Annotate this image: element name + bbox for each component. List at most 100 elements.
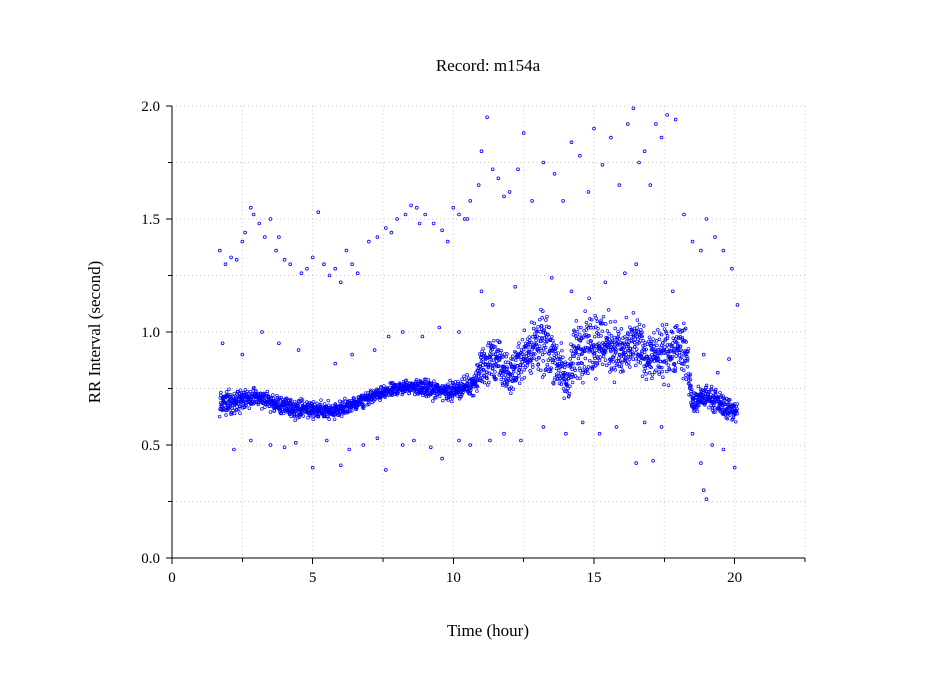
data-point — [539, 348, 543, 353]
outlier-point — [412, 438, 416, 443]
data-point — [662, 382, 666, 387]
x-axis-label: Time (hour) — [447, 621, 529, 640]
data-point — [306, 415, 310, 420]
outlier-point — [637, 160, 641, 165]
data-point — [697, 403, 701, 408]
outlier-point — [296, 348, 301, 352]
data-point — [679, 355, 684, 359]
data-point — [643, 366, 648, 371]
data-point — [539, 368, 543, 373]
data-point — [509, 385, 514, 390]
data-point — [537, 356, 541, 360]
data-point — [520, 337, 525, 342]
data-point — [666, 383, 671, 387]
data-point — [595, 319, 600, 324]
outlier-point — [451, 205, 456, 210]
outlier-point — [361, 443, 366, 447]
outlier-point — [457, 212, 461, 217]
data-point — [300, 398, 305, 402]
outlier-point — [277, 341, 281, 346]
data-point — [455, 394, 459, 398]
data-point — [599, 318, 603, 323]
data-point — [493, 370, 497, 374]
data-point — [448, 378, 452, 383]
data-point — [228, 393, 233, 397]
data-point — [558, 376, 562, 380]
outlier-point — [403, 212, 408, 217]
data-point — [735, 411, 740, 416]
data-point — [500, 383, 505, 387]
data-point — [587, 296, 591, 300]
data-point — [486, 364, 491, 369]
data-point — [671, 341, 675, 345]
outlier-point — [333, 266, 338, 271]
data-point — [659, 332, 664, 337]
data-point — [509, 391, 513, 395]
data-point — [435, 392, 439, 397]
data-point — [592, 360, 597, 365]
data-point — [559, 341, 564, 345]
outlier-point — [609, 135, 613, 140]
data-point — [735, 407, 739, 411]
data-point — [502, 352, 507, 356]
data-point — [658, 359, 663, 364]
data-point — [719, 394, 724, 398]
y-tick-label: 0.0 — [141, 551, 160, 567]
data-point — [686, 346, 691, 351]
data-point — [569, 361, 574, 365]
data-point — [608, 320, 613, 324]
data-point — [501, 355, 505, 359]
data-point — [606, 308, 611, 312]
data-point — [491, 358, 495, 362]
data-point — [581, 381, 585, 385]
outlier-point — [659, 135, 664, 140]
data-point — [653, 351, 658, 356]
data-point — [550, 358, 554, 362]
data-point — [424, 394, 429, 399]
data-point — [635, 326, 639, 330]
data-point — [545, 314, 549, 319]
data-point — [519, 370, 524, 374]
data-point — [479, 356, 483, 360]
data-point — [275, 396, 280, 400]
data-point — [664, 322, 669, 327]
data-point — [620, 360, 624, 365]
data-point — [605, 329, 610, 333]
data-point — [583, 356, 588, 361]
outlier-point — [423, 212, 428, 217]
data-point — [624, 315, 629, 320]
outlier-point — [701, 352, 706, 357]
data-point — [614, 347, 618, 351]
data-point — [663, 351, 668, 355]
data-point — [520, 377, 524, 382]
data-point — [637, 353, 641, 357]
outlier-point — [299, 271, 304, 276]
data-point — [495, 364, 499, 369]
data-point — [670, 330, 675, 335]
data-point — [549, 366, 554, 370]
data-point — [256, 402, 261, 407]
data-point — [670, 344, 675, 349]
data-point — [574, 350, 579, 354]
data-point — [660, 323, 665, 327]
data-point — [725, 416, 730, 421]
data-point — [603, 350, 608, 354]
data-point — [716, 395, 721, 399]
data-point — [534, 342, 539, 346]
data-point — [670, 357, 674, 361]
data-point — [475, 389, 479, 393]
data-point — [625, 336, 629, 341]
outlier-point — [732, 465, 737, 470]
data-point — [566, 395, 571, 399]
data-point — [644, 347, 648, 352]
data-point — [593, 325, 598, 329]
data-point — [599, 333, 603, 338]
data-point — [609, 367, 614, 372]
data-point — [650, 373, 655, 377]
data-point — [578, 376, 582, 381]
data-point — [612, 340, 616, 345]
data-point — [318, 402, 323, 407]
data-point — [576, 356, 581, 361]
